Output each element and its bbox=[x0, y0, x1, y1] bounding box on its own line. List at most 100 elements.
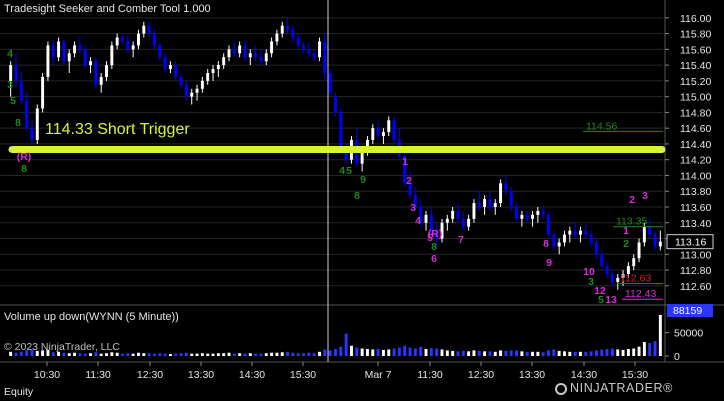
candle bbox=[658, 230, 662, 251]
candle-body bbox=[552, 234, 556, 247]
volume-bar bbox=[216, 353, 220, 356]
tab-equity[interactable]: Equity bbox=[4, 386, 34, 398]
price-tick-label: 113.00 bbox=[680, 249, 711, 261]
volume-bar bbox=[589, 351, 593, 356]
volume-bar bbox=[360, 348, 364, 356]
candle-body bbox=[51, 45, 55, 58]
candle-body bbox=[222, 57, 226, 66]
volume-bar bbox=[573, 351, 577, 356]
candle bbox=[264, 49, 268, 66]
candle bbox=[259, 49, 263, 66]
volume-bar bbox=[291, 352, 295, 356]
candle-body bbox=[62, 41, 66, 62]
volume-bar bbox=[121, 353, 124, 356]
candle-body bbox=[307, 49, 311, 54]
candle-body bbox=[302, 45, 306, 50]
candle bbox=[610, 270, 614, 286]
candle-body bbox=[477, 203, 481, 207]
candle bbox=[626, 262, 630, 278]
candle bbox=[126, 35, 130, 54]
candle-body bbox=[413, 195, 417, 207]
volume-bar bbox=[14, 352, 18, 356]
candle bbox=[461, 210, 465, 231]
count-marker: 8 bbox=[15, 117, 21, 129]
volume-bar bbox=[307, 352, 311, 356]
volume-bar bbox=[115, 352, 119, 356]
volume-bar bbox=[323, 349, 327, 356]
ninjatrader-logo: NINJATRADER® bbox=[555, 381, 673, 395]
candle bbox=[589, 230, 593, 247]
level-label: 112.63 bbox=[620, 272, 651, 284]
count-marker: 8 bbox=[354, 190, 360, 202]
volume-bar bbox=[477, 350, 481, 356]
candle bbox=[563, 230, 566, 247]
candle-body bbox=[589, 234, 593, 243]
volume-bar bbox=[547, 350, 550, 356]
count-marker: 1 bbox=[623, 225, 629, 237]
candle-body bbox=[200, 80, 204, 89]
candle bbox=[451, 206, 455, 223]
candle bbox=[137, 29, 140, 50]
count-marker: 3 bbox=[410, 202, 416, 214]
candle bbox=[488, 191, 492, 211]
volume-bar bbox=[334, 349, 337, 356]
candle bbox=[291, 25, 295, 42]
candle-body bbox=[536, 210, 540, 215]
candle bbox=[541, 206, 545, 219]
candle bbox=[328, 69, 332, 97]
price-tick-label: 114.80 bbox=[680, 107, 711, 119]
current-volume-label: 88159 bbox=[673, 305, 702, 317]
volume-bar bbox=[142, 353, 146, 356]
logo-ring-icon bbox=[555, 383, 567, 395]
candle-body bbox=[232, 49, 236, 54]
candle bbox=[477, 191, 481, 211]
count-marker: 7 bbox=[458, 234, 464, 246]
volume-bar bbox=[275, 352, 279, 356]
candle bbox=[19, 72, 23, 105]
volume-bar bbox=[264, 353, 268, 356]
volume-bar bbox=[89, 353, 93, 356]
trigger-label: 114.33 Short Trigger bbox=[45, 121, 190, 138]
candle-body bbox=[73, 45, 77, 54]
candle-body bbox=[41, 76, 45, 109]
candle-body bbox=[440, 222, 444, 239]
candle-body bbox=[190, 92, 194, 97]
volume-bar bbox=[648, 342, 652, 356]
candle bbox=[499, 179, 503, 207]
candle bbox=[445, 214, 449, 231]
volume-bar bbox=[350, 345, 353, 356]
candle bbox=[57, 37, 61, 62]
logo-text: NINJATRADER® bbox=[570, 381, 673, 395]
candle-body bbox=[184, 84, 188, 97]
volume-bar bbox=[456, 351, 460, 356]
volume-bar bbox=[419, 346, 423, 356]
current-volume-tag bbox=[667, 304, 713, 317]
volume-bar bbox=[653, 341, 657, 356]
volume-bar bbox=[642, 342, 646, 356]
candle-body bbox=[658, 241, 662, 247]
candle bbox=[248, 49, 252, 66]
volume-bar bbox=[488, 351, 492, 356]
candle-body bbox=[270, 41, 274, 54]
count-marker: 2 bbox=[623, 238, 629, 250]
volume-bar bbox=[344, 333, 348, 356]
count-marker: 4 bbox=[7, 48, 13, 60]
candle bbox=[9, 61, 13, 97]
volume-bar bbox=[232, 353, 236, 356]
candle-body bbox=[14, 65, 18, 81]
volume-bar bbox=[35, 350, 39, 356]
candle-body bbox=[621, 273, 625, 278]
count-marker: 4 bbox=[415, 215, 421, 227]
volume-bar bbox=[531, 351, 534, 356]
volume-bar bbox=[94, 352, 98, 356]
count-marker: 9 bbox=[360, 174, 366, 186]
volume-bar bbox=[67, 353, 71, 356]
candle-body bbox=[451, 210, 455, 219]
volume-bar bbox=[248, 353, 252, 356]
candle bbox=[184, 80, 188, 101]
volume-bar bbox=[568, 351, 572, 356]
candle bbox=[238, 41, 242, 58]
volume-bar bbox=[222, 353, 226, 356]
price-tick-label: 113.40 bbox=[680, 218, 711, 230]
